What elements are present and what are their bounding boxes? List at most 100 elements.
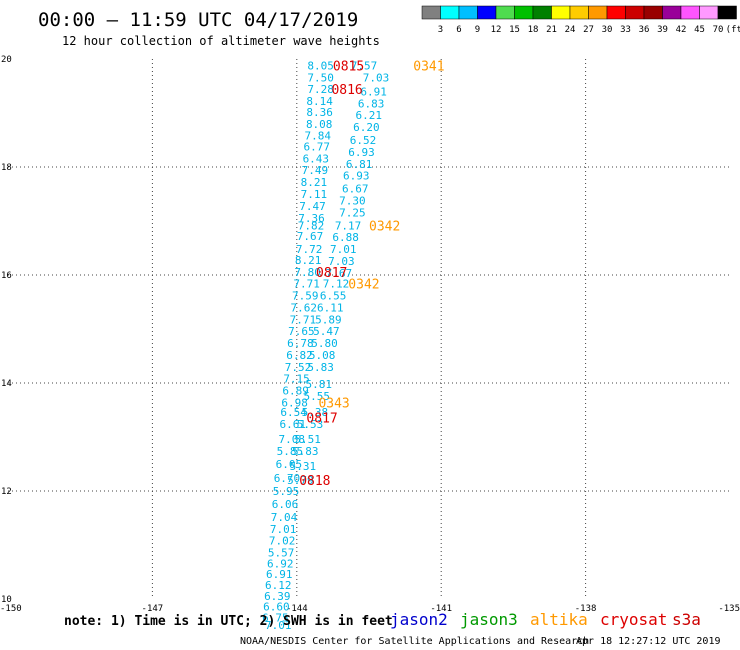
wave-height-label: 6.21 — [356, 109, 383, 122]
legend-s3a: s3a — [672, 610, 701, 629]
wave-height-label: 5.51 — [294, 433, 321, 446]
wave-height-label: 8.08 — [306, 118, 333, 131]
wave-height-label: 6.54 — [280, 406, 307, 419]
pass-time-label: 0341 — [413, 59, 444, 74]
color-scale-label: 15 — [509, 25, 520, 35]
color-scale-swatch — [643, 5, 663, 20]
pass-time-label: 0342 — [369, 219, 400, 234]
wave-height-label: 7.52 — [285, 361, 312, 374]
color-scale-label: 30 — [602, 25, 613, 35]
wave-height-label: 5.89 — [315, 313, 342, 326]
color-scale-swatch — [495, 5, 515, 20]
pass-time-label: 0816 — [331, 83, 362, 98]
footer-timestamp: Apr 18 12:27:12 UTC 2019 — [576, 636, 721, 647]
wave-height-label: 7.65 — [288, 325, 315, 338]
wave-height-label: 6.05 — [276, 458, 303, 471]
wave-height-label: 6.77 — [304, 140, 331, 153]
wave-height-label: 5.31 — [290, 460, 317, 473]
wave-height-label: 7.84 — [305, 130, 332, 143]
wave-height-label: 6.91 — [360, 85, 387, 98]
wave-height-label: 6.61 — [279, 418, 306, 431]
color-scale-label: 24 — [565, 25, 576, 35]
wave-height-label: 5.53 — [297, 418, 324, 431]
color-scale-label: 6 — [456, 25, 461, 35]
wave-height-label: 8.05 — [307, 59, 334, 72]
color-scale-swatch — [680, 5, 700, 20]
wave-height-label: 6.06 — [272, 498, 299, 511]
wave-height-label: 6.92 — [267, 557, 294, 570]
wave-height-label: 5.83 — [307, 361, 334, 374]
x-tick-label: -150 — [0, 604, 22, 614]
x-tick-label: -141 — [430, 604, 452, 614]
wave-height-label: 6.91 — [266, 568, 293, 581]
color-scale-label: 27 — [583, 25, 594, 35]
wave-height-label: 7.30 — [339, 194, 366, 207]
footer-credit: NOAA/NESDIS Center for Satellite Applica… — [240, 636, 589, 647]
x-tick-label: -135 — [718, 604, 740, 614]
color-scale-label: 33 — [620, 25, 631, 35]
wave-height-label: 6.20 — [353, 121, 380, 134]
wave-height-label: 7.50 — [307, 71, 334, 84]
wave-height-label: 8.14 — [306, 95, 333, 108]
legend-jason3: jason3 — [460, 610, 518, 629]
color-scale-label: 42 — [676, 25, 687, 35]
wave-height-label: 5.38 — [302, 406, 329, 419]
wave-height-label: 7.67 — [326, 267, 353, 280]
plot-area: -150 -147 -144 -141 -138 -135 10 12 14 16 18 20 8.05… — [0, 55, 740, 632]
wave-height-label: 7.01 — [270, 523, 297, 536]
wave-height-label: 7.47 — [299, 200, 326, 213]
wave-height-label: 6.52 — [350, 134, 377, 147]
wave-height-label: 6.75 — [262, 611, 289, 624]
wave-height-label: 7.25 — [339, 206, 366, 219]
wave-height-label: 5.08 — [309, 349, 336, 362]
wave-height-label: 6.81 — [346, 158, 373, 171]
wave-height-label: 6.88 — [332, 231, 359, 244]
pass-time-label: 0342 — [348, 278, 379, 293]
wave-height-label: 7.01 — [330, 243, 357, 256]
wave-height-label: 6.12 — [265, 579, 292, 592]
wave-height-label: 5.85 — [277, 445, 304, 458]
color-scale-label: 18 — [528, 25, 539, 35]
color-scale-swatch — [551, 5, 571, 20]
color-scale-swatch — [458, 5, 478, 20]
wave-height-label: 5.57 — [268, 547, 295, 560]
wave-height-label: 7.57 — [351, 59, 378, 72]
wave-height-label: 7.02 — [269, 535, 296, 548]
color-scale-swatch — [514, 5, 534, 20]
wave-height-label: 7.72 — [296, 243, 323, 256]
wave-height-label: 6.89 — [282, 385, 309, 398]
y-tick-label: 12 — [1, 487, 12, 497]
color-scale-label: 21 — [546, 25, 557, 35]
color-scale-swatch — [532, 5, 552, 20]
color-scale-label: 36 — [639, 25, 650, 35]
wave-height-label: 6.70 — [274, 472, 301, 485]
wave-height-label: 7.82 — [298, 219, 325, 232]
wave-height-label: 8.21 — [295, 254, 322, 267]
color-scale-swatch — [625, 5, 645, 20]
x-tick-label: -147 — [142, 604, 164, 614]
y-tick-label: 20 — [1, 55, 12, 65]
color-scale-label: 9 — [475, 25, 480, 35]
wave-height-label: 7.17 — [335, 219, 362, 232]
color-scale-swatch — [717, 5, 737, 20]
color-scale-swatch — [421, 5, 441, 20]
wave-height-label: 7.49 — [302, 164, 329, 177]
wave-height-label: 5.47 — [313, 325, 340, 338]
color-scale-swatch — [440, 5, 460, 20]
y-tick-label: 14 — [1, 379, 12, 389]
color-scale-swatch — [606, 5, 626, 20]
legend-jason2: jason2 — [390, 610, 448, 629]
wave-height-label: 5.80 — [311, 337, 338, 350]
wave-height-label: 7.03 — [363, 71, 390, 84]
wave-height-label: 5.95 — [273, 485, 300, 498]
y-tick-label: 10 — [1, 595, 12, 605]
wave-height-label: 6.43 — [303, 152, 330, 165]
color-scale-swatch — [699, 5, 719, 20]
satellite-legend: jason2 jason3 altika cryosat s3a — [390, 610, 701, 629]
color-scale-swatch — [588, 5, 608, 20]
wave-height-label: 6.39 — [264, 590, 291, 603]
legend-cryosat: cryosat — [600, 610, 667, 629]
wave-height-label: 8.36 — [306, 106, 333, 119]
wave-height-label: 5.81 — [305, 378, 332, 391]
wave-height-label: 7.12 — [323, 278, 350, 291]
